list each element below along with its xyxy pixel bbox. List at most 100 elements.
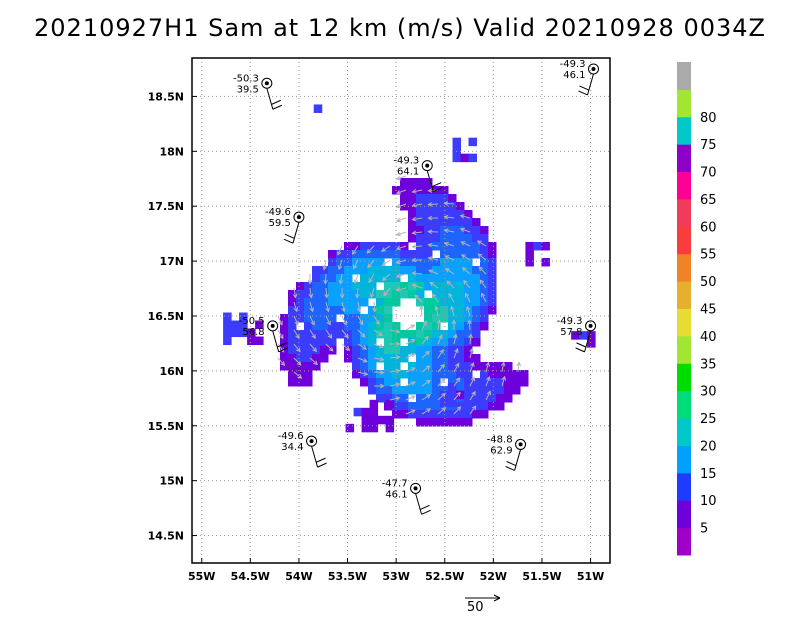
wind-speed-cell	[296, 330, 305, 339]
wind-vector-head	[395, 231, 401, 237]
wind-vector	[405, 353, 415, 359]
colorbar-segment	[677, 472, 691, 501]
wind-vector	[293, 371, 302, 379]
wind-speed-cell	[280, 338, 289, 347]
wind-vector-head	[454, 348, 459, 354]
wind-speed-cell	[352, 314, 361, 323]
wind-vector	[389, 329, 400, 333]
wind-vector-head	[352, 249, 357, 255]
wind-barb-icon	[584, 330, 592, 353]
wind-speed-cell	[480, 306, 489, 315]
wind-speed-cell	[296, 370, 305, 379]
wind-vector-head	[395, 396, 401, 401]
lon-tick-label: 54W	[285, 570, 312, 583]
wind-vector-head	[411, 270, 417, 276]
wind-vector	[469, 348, 473, 359]
wind-speed-cell	[369, 423, 379, 433]
wind-barb-icon	[586, 73, 594, 96]
wind-speed-cell	[456, 370, 465, 379]
lat-tick-label: 18N	[159, 145, 184, 158]
wind-speed-cell	[480, 362, 489, 371]
dropsonde-marker: -49.364.1	[393, 156, 443, 193]
lon-tick-label: 53W	[382, 570, 409, 583]
wind-speed-cell	[472, 274, 481, 283]
wind-vector-head	[341, 307, 346, 313]
dropsonde-marker: -49.357.8	[557, 316, 597, 353]
wind-speed-cell	[344, 282, 353, 291]
wind-speed-cell	[400, 194, 409, 203]
colorbar-segment	[677, 418, 691, 446]
colorbar-segment	[677, 253, 691, 282]
wind-speed-cell	[416, 210, 425, 219]
wind-speed-cell	[360, 370, 369, 379]
wind-vector-head	[471, 390, 476, 396]
wind-vector	[338, 259, 343, 270]
wind-speed-cell	[376, 258, 385, 267]
wind-speed-cell	[320, 346, 329, 355]
wind-speed-cell	[472, 386, 481, 395]
sonde-pressure-label: -47.7	[382, 478, 408, 489]
wind-speed-cell	[456, 234, 465, 243]
wind-speed-cell	[424, 282, 433, 291]
wind-speed-cell	[360, 322, 369, 331]
wind-speed-cell	[416, 386, 425, 395]
wind-vector	[357, 301, 361, 312]
wind-vector	[444, 216, 455, 219]
wind-speed-cell	[452, 153, 462, 163]
wind-speed-cell	[480, 386, 489, 395]
wind-speed-cell	[456, 346, 465, 355]
wind-vector-head	[427, 188, 433, 193]
wind-speed-cell	[448, 298, 457, 307]
wind-vector	[293, 357, 302, 366]
wind-speed-cell	[408, 226, 417, 235]
wind-speed-cell	[472, 218, 481, 227]
wind-speed-cell	[344, 298, 353, 307]
wind-vector	[325, 343, 334, 352]
wind-speed-cell	[304, 362, 313, 371]
wind-speed-cell	[456, 338, 465, 347]
wind-speed-cell	[296, 314, 305, 323]
wind-speed-cell	[448, 410, 457, 419]
sonde-dot-icon	[518, 442, 523, 447]
wind-speed-cell	[464, 274, 473, 283]
wind-speed-cell	[400, 290, 409, 299]
wind-vector	[464, 293, 471, 303]
wind-speed-cell	[312, 362, 321, 371]
wind-speed-cell	[448, 210, 457, 219]
wind-speed-cell	[312, 282, 321, 291]
wind-speed-cell	[496, 378, 505, 387]
wind-speed-cell	[296, 354, 305, 363]
wind-speed-cell	[223, 320, 232, 330]
colorbar-segment	[677, 62, 691, 90]
wind-speed-cell	[288, 306, 297, 315]
wind-vector-head	[448, 292, 453, 298]
wind-speed-cell	[384, 354, 393, 363]
wind-speed-cell	[368, 282, 377, 291]
wind-vector	[448, 293, 455, 303]
wind-speed-cell	[320, 298, 329, 307]
wind-speed-cell	[369, 415, 379, 425]
wind-speed-cell	[448, 378, 457, 387]
wind-vector-head	[296, 347, 301, 353]
wind-speed-cell	[223, 336, 232, 346]
wind-vector	[396, 231, 407, 236]
wind-speed-cell	[525, 257, 534, 267]
wind-speed-cell	[463, 398, 473, 408]
wind-vector	[353, 259, 359, 269]
wind-vector	[501, 362, 505, 373]
wind-vector	[373, 301, 376, 312]
wind-speed-cell	[432, 194, 441, 203]
wind-speed-cell	[520, 378, 529, 387]
wind-speed-cell	[496, 362, 505, 371]
wind-vector-head	[486, 376, 491, 382]
wind-vector	[437, 407, 446, 415]
wind-speed-cell	[408, 218, 417, 227]
wind-speed-cell	[320, 282, 329, 291]
wind-speed-cell	[416, 322, 425, 331]
wind-speed-cell	[496, 394, 505, 403]
wind-vector-head	[410, 339, 416, 344]
wind-speed-cell	[424, 274, 433, 283]
wind-vector-head	[476, 240, 482, 245]
wind-speed-cell	[448, 290, 457, 299]
